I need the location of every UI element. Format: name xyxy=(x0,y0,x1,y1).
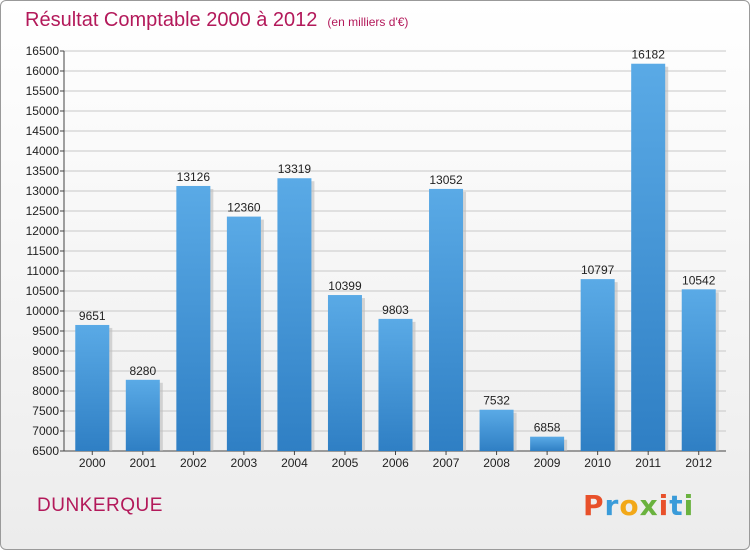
y-tick-label: 10000 xyxy=(26,304,60,318)
bar-2000 xyxy=(75,324,110,451)
value-label: 10797 xyxy=(581,263,615,277)
city-name: DUNKERQUE xyxy=(37,495,163,516)
y-tick-label: 9500 xyxy=(32,324,59,338)
bar-2012 xyxy=(681,289,716,451)
logo-letter: x xyxy=(639,489,659,522)
x-tick-label: 2010 xyxy=(584,456,611,470)
value-label: 10542 xyxy=(682,273,716,287)
y-tick-label: 16000 xyxy=(26,64,60,78)
bar-2001 xyxy=(125,379,160,451)
value-label: 9803 xyxy=(382,303,409,317)
value-label: 10399 xyxy=(328,279,362,293)
bar-2004 xyxy=(277,178,312,452)
value-label: 7532 xyxy=(483,394,510,408)
value-label: 16182 xyxy=(632,48,666,62)
x-tick-label: 2002 xyxy=(180,456,207,470)
y-tick-label: 14500 xyxy=(26,124,60,138)
logo-letter: i xyxy=(683,489,695,522)
bar-2003 xyxy=(226,216,261,451)
y-tick-label: 14000 xyxy=(26,144,60,158)
logo-letter: i xyxy=(658,489,670,522)
x-tick-label: 2000 xyxy=(79,456,106,470)
x-tick-label: 2006 xyxy=(382,456,409,470)
y-tick-label: 11000 xyxy=(27,264,60,278)
y-tick-label: 15000 xyxy=(26,104,60,118)
y-tick-label: 12500 xyxy=(26,204,60,218)
y-tick-label: 16500 xyxy=(26,44,60,58)
chart-subtitle: (en milliers d'€) xyxy=(327,15,409,29)
labels: 6500 7000 7500 8000 8500 9000 9500 10000 10500 11… xyxy=(26,44,716,470)
y-tick-label: 15500 xyxy=(26,84,60,98)
value-label: 8280 xyxy=(129,364,156,378)
x-tick-label: 2005 xyxy=(332,456,359,470)
logo-letter: r xyxy=(604,489,620,522)
x-tick-label: 2001 xyxy=(129,456,156,470)
bar-2002 xyxy=(176,185,211,451)
bar-2005 xyxy=(327,295,362,451)
y-tick-label: 9000 xyxy=(32,344,59,358)
x-tick-label: 2011 xyxy=(635,456,661,470)
chart-title: Résultat Comptable 2000 à 2012 (en millie… xyxy=(25,9,408,32)
bar-2010 xyxy=(580,279,615,451)
bar-2006 xyxy=(378,318,413,451)
y-tick-label: 12000 xyxy=(26,224,60,238)
y-tick-label: 7500 xyxy=(32,404,59,418)
value-label: 9651 xyxy=(79,309,106,323)
bar-2008 xyxy=(479,409,514,451)
y-tick-label: 10500 xyxy=(26,284,60,298)
x-tick-label: 2009 xyxy=(534,456,561,470)
chart-title-text: Résultat Comptable 2000 à 2012 xyxy=(25,9,318,31)
y-tick-label: 6500 xyxy=(32,444,59,458)
proxiti-logo: Proxiti xyxy=(583,489,694,522)
y-tick-label: 11500 xyxy=(27,244,60,258)
logo-letter: o xyxy=(619,489,640,522)
bar-2011 xyxy=(631,63,666,451)
value-label: 6858 xyxy=(534,421,561,435)
value-label: 12360 xyxy=(227,201,261,215)
logo-letter: t xyxy=(669,489,684,522)
y-tick-label: 8000 xyxy=(32,384,59,398)
y-tick-label: 8500 xyxy=(32,364,59,378)
logo-letter: P xyxy=(583,489,605,522)
x-tick-label: 2003 xyxy=(231,456,258,470)
value-label: 13319 xyxy=(278,162,312,176)
y-tick-label: 13000 xyxy=(26,184,60,198)
y-tick-label: 13500 xyxy=(26,164,60,178)
value-label: 13126 xyxy=(177,170,211,184)
bar-2007 xyxy=(429,188,464,452)
bar-2009 xyxy=(530,436,565,451)
x-tick-label: 2007 xyxy=(433,456,460,470)
x-tick-label: 2008 xyxy=(483,456,510,470)
value-label: 13052 xyxy=(429,173,463,187)
x-tick-label: 2004 xyxy=(281,456,308,470)
x-tick-label: 2012 xyxy=(685,456,712,470)
bars xyxy=(75,63,719,452)
y-tick-label: 7000 xyxy=(32,424,59,438)
